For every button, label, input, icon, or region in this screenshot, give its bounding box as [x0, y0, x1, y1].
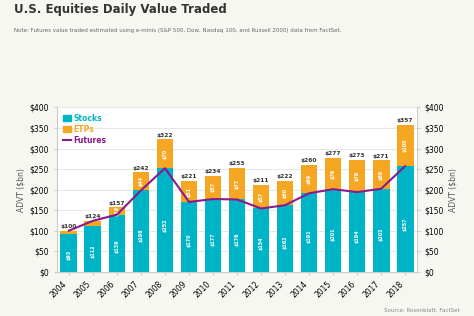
Y-axis label: ADVT ($bn): ADVT ($bn) — [448, 168, 457, 211]
Text: $112: $112 — [91, 244, 95, 258]
Bar — [156, 139, 173, 168]
Text: $176: $176 — [235, 233, 239, 246]
Bar — [133, 191, 149, 272]
Bar — [228, 168, 246, 199]
Text: $60: $60 — [283, 188, 288, 198]
Bar — [156, 168, 173, 272]
Bar — [181, 202, 197, 272]
Text: $198: $198 — [138, 228, 144, 242]
Bar — [253, 185, 269, 209]
Text: Note: Futures value traded estimated using e-minis (S&P 500, Dow, Nasdaq 100, an: Note: Futures value traded estimated usi… — [14, 28, 342, 33]
Bar — [84, 226, 101, 272]
Text: $202: $202 — [379, 228, 383, 241]
Text: U.S. Equities Daily Value Traded: U.S. Equities Daily Value Traded — [14, 3, 227, 16]
Bar — [61, 234, 77, 272]
Text: $253: $253 — [229, 161, 245, 166]
Text: $277: $277 — [325, 151, 341, 156]
Bar — [397, 166, 413, 272]
Text: $273: $273 — [349, 153, 365, 158]
Text: $69: $69 — [307, 174, 311, 184]
Text: $162: $162 — [283, 235, 288, 249]
Text: $357: $357 — [397, 118, 413, 124]
Text: $170: $170 — [186, 234, 191, 247]
Text: $51: $51 — [186, 186, 191, 197]
Bar — [253, 209, 269, 272]
Bar — [325, 158, 341, 189]
Text: $57: $57 — [210, 182, 216, 192]
Bar — [61, 231, 77, 234]
Bar — [349, 192, 365, 272]
Bar — [373, 161, 390, 189]
Text: $18: $18 — [114, 206, 119, 216]
Bar — [133, 172, 149, 191]
Text: $154: $154 — [258, 237, 264, 250]
Text: $100: $100 — [402, 139, 408, 152]
Text: $222: $222 — [277, 174, 293, 179]
Legend: Stocks, ETPs, Futures: Stocks, ETPs, Futures — [61, 111, 109, 148]
Text: $201: $201 — [330, 228, 336, 241]
Text: $260: $260 — [301, 158, 317, 163]
Y-axis label: ADVT ($bn): ADVT ($bn) — [17, 168, 26, 211]
Bar — [277, 205, 293, 272]
Bar — [181, 181, 197, 202]
Text: $257: $257 — [402, 217, 408, 231]
Text: $100: $100 — [61, 224, 77, 229]
Bar — [325, 189, 341, 272]
Text: $234: $234 — [205, 169, 221, 174]
Text: $139: $139 — [114, 239, 119, 253]
Bar — [397, 125, 413, 166]
Text: $77: $77 — [235, 179, 239, 189]
Text: $271: $271 — [373, 154, 389, 159]
Bar — [277, 180, 293, 205]
Text: $124: $124 — [85, 214, 101, 219]
Text: $76: $76 — [330, 168, 336, 179]
Bar — [373, 189, 390, 272]
Text: $322: $322 — [157, 133, 173, 138]
Bar — [349, 160, 365, 192]
Text: $211: $211 — [253, 179, 269, 183]
Bar — [84, 221, 101, 226]
Bar — [205, 199, 221, 272]
Text: $177: $177 — [210, 232, 216, 246]
Text: $79: $79 — [355, 171, 360, 181]
Bar — [109, 207, 125, 215]
Bar — [228, 199, 246, 272]
Text: $44: $44 — [138, 176, 144, 186]
Text: $69: $69 — [379, 169, 383, 180]
Bar — [109, 215, 125, 272]
Text: $191: $191 — [307, 230, 311, 243]
Bar — [301, 165, 318, 193]
Text: Source: Rosenblatt, FactSet: Source: Rosenblatt, FactSet — [384, 308, 460, 313]
Text: $242: $242 — [133, 166, 149, 171]
Bar — [205, 176, 221, 199]
Text: $252: $252 — [163, 218, 167, 232]
Text: $157: $157 — [109, 201, 125, 206]
Text: $57: $57 — [258, 192, 264, 202]
Text: $93: $93 — [66, 249, 72, 260]
Bar — [301, 193, 318, 272]
Text: $221: $221 — [181, 174, 197, 179]
Text: $70: $70 — [163, 149, 167, 159]
Text: $194: $194 — [355, 229, 360, 243]
